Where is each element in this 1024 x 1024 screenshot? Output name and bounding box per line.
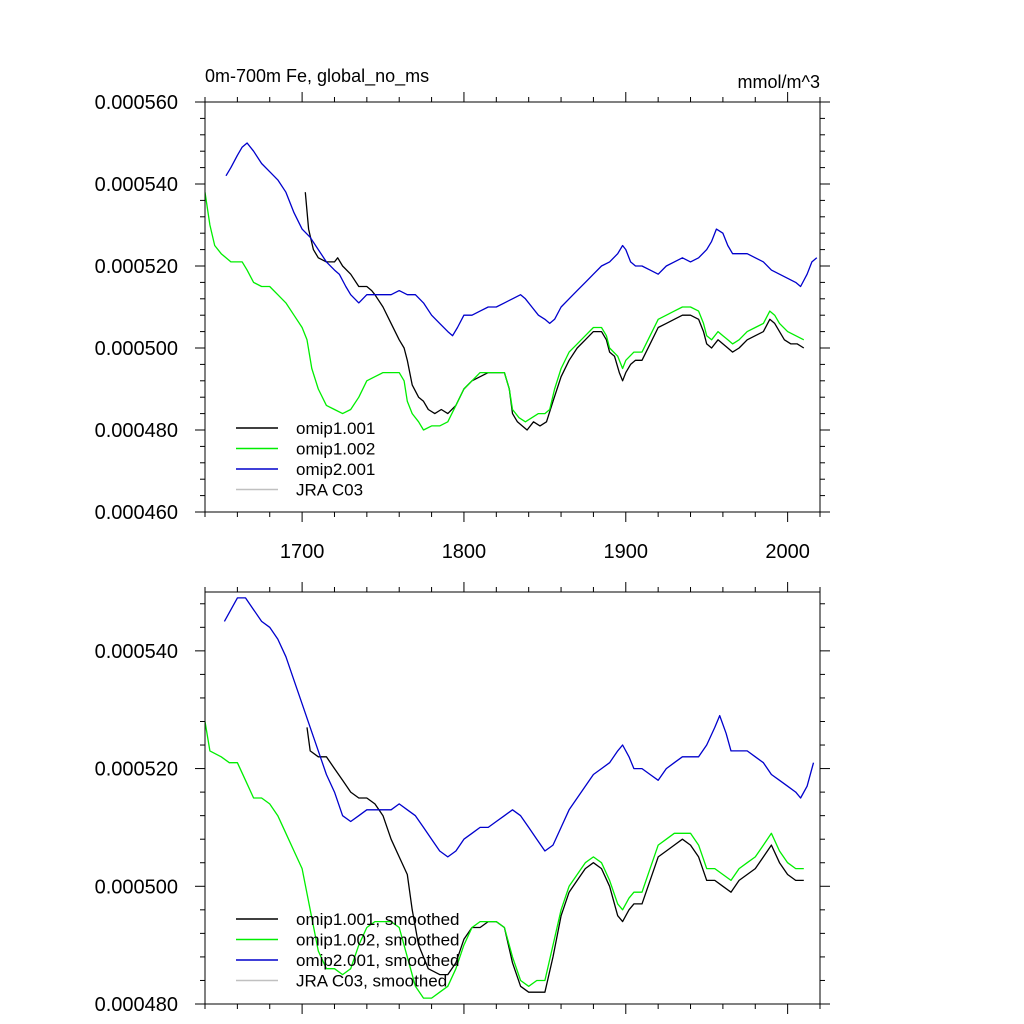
top-panel: 1700 1800 1900 2000 0.000460 0.000480 0.000500… xyxy=(95,66,830,563)
units-label: mmol/m^3 xyxy=(738,72,820,92)
y-tick-label: 0.000460 xyxy=(95,502,178,524)
series-group xyxy=(205,597,815,999)
series-line-omip1-001-smoothed xyxy=(306,727,804,993)
legend: omip1.001, smoothed omip1.002, smoothedom… xyxy=(236,910,460,991)
legend-label: omip2.001, smoothed xyxy=(296,951,460,970)
y-tick-label: 0.000500 xyxy=(95,876,178,898)
x-tick-label: 1800 xyxy=(442,541,487,563)
series-line-omip1-002-smoothed xyxy=(205,721,804,999)
y-tick-label: 0.000540 xyxy=(95,174,178,196)
legend-label: JRA C03 xyxy=(296,481,363,500)
y-tick-label: 0.000500 xyxy=(95,338,178,360)
plot-frame xyxy=(204,101,821,513)
x-tick-label: 1700 xyxy=(280,541,325,563)
legend-label: omip1.001 xyxy=(296,419,375,438)
y-tick-label: 0.000520 xyxy=(95,759,178,781)
y-tick-label: 0.000480 xyxy=(95,420,178,442)
chart-title: 0m-700m Fe, global_no_ms xyxy=(205,66,429,87)
series-line-omip1-001 xyxy=(304,192,805,431)
x-tick-label: 2000 xyxy=(765,541,810,563)
series-group xyxy=(205,142,818,431)
y-tick-label: 0.000520 xyxy=(95,256,178,278)
y-tick-label: 0.000560 xyxy=(95,92,178,114)
legend-label: omip1.001, smoothed xyxy=(296,910,460,929)
x-tick-label: 1900 xyxy=(604,541,649,563)
legend-label: omip1.002, smoothed xyxy=(296,931,460,950)
legend-label: omip1.002 xyxy=(296,440,375,459)
series-line-omip2-001 xyxy=(225,142,818,337)
y-tick-label: 0.000540 xyxy=(95,641,178,663)
legend-label: omip2.001 xyxy=(296,460,375,479)
bottom-panel: 0.000480 0.000500 0.000520 0.000540 omip1.00… xyxy=(95,582,830,1016)
series-line-omip1-002 xyxy=(205,192,805,431)
plot-frame xyxy=(204,591,821,1005)
y-tick-label: 0.000480 xyxy=(95,994,178,1016)
legend-label: JRA C03, smoothed xyxy=(296,972,447,991)
series-line-omip2-001-smoothed xyxy=(223,597,815,858)
